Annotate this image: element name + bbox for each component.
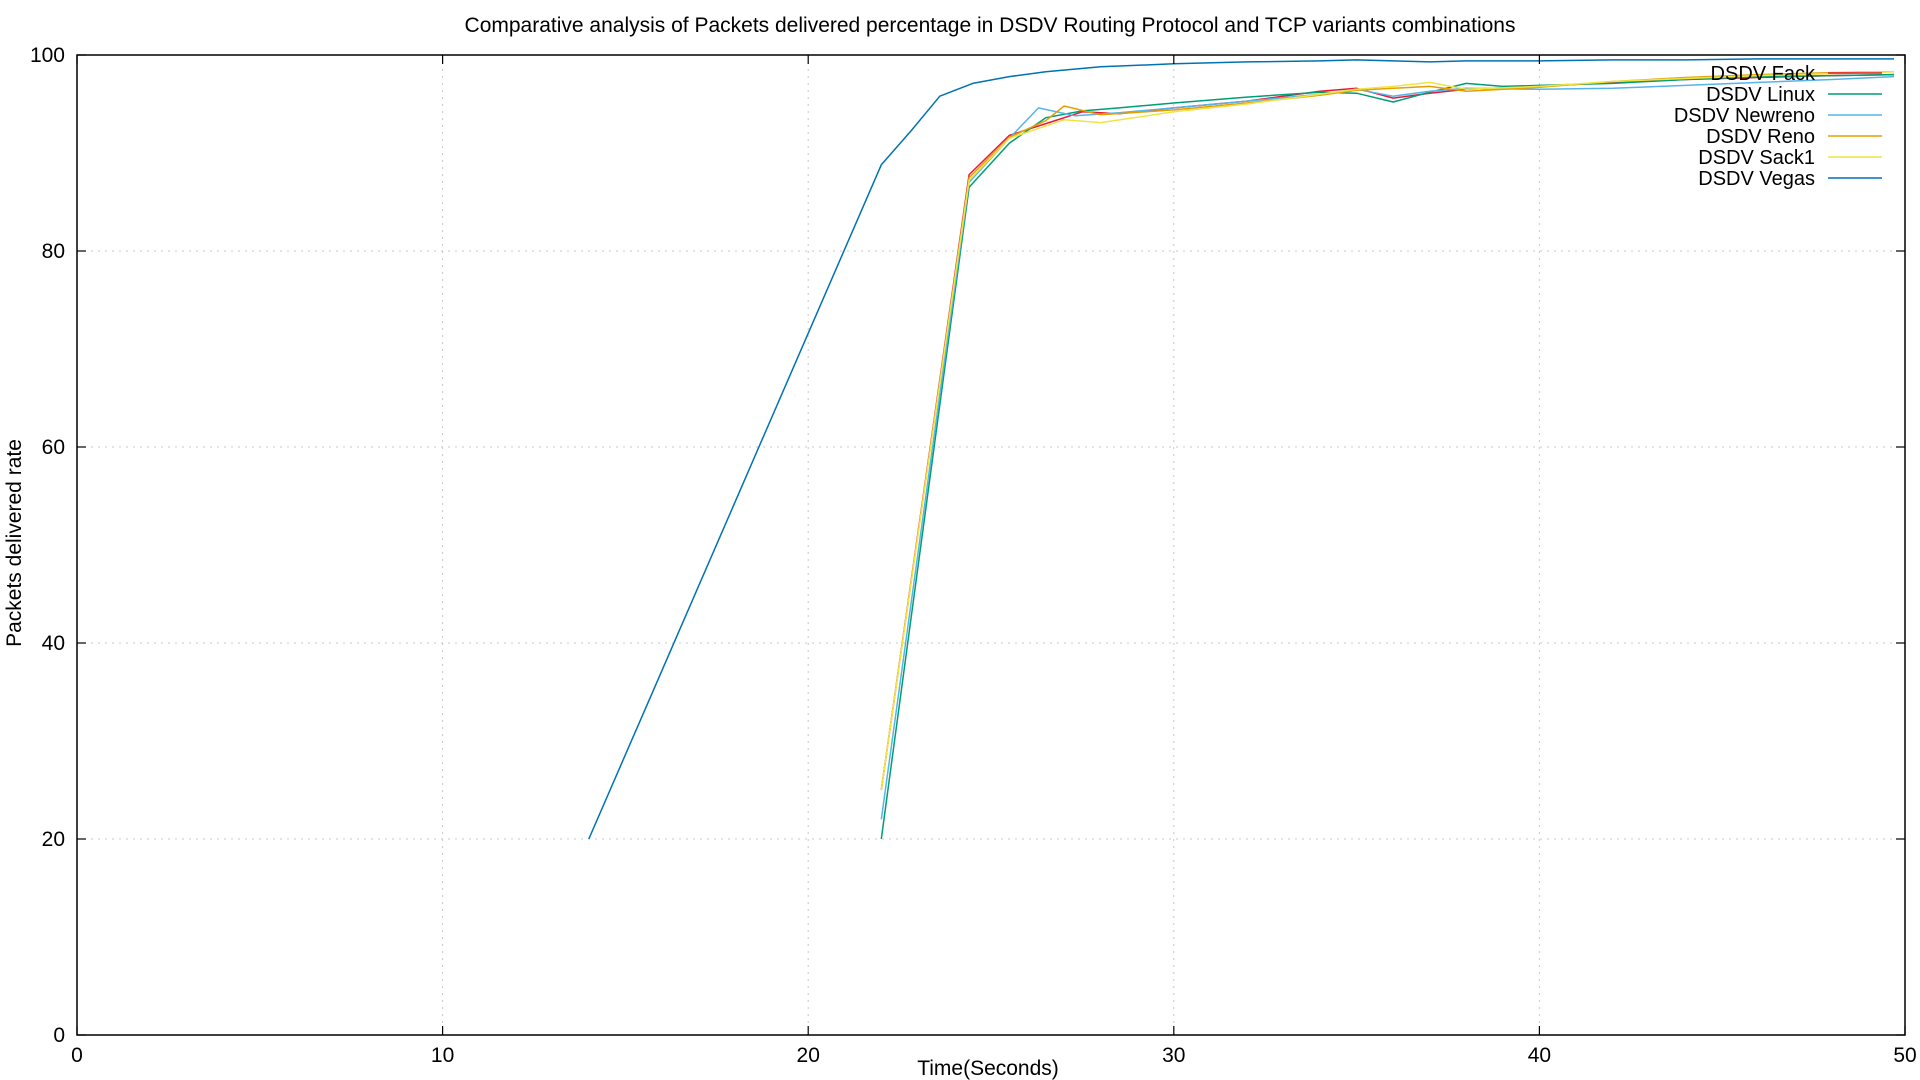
- series-lines: [588, 58, 1895, 840]
- legend-label: DSDV Vegas: [1698, 168, 1815, 190]
- x-tick-label: 0: [71, 1044, 83, 1067]
- y-tick-label: 80: [42, 240, 65, 263]
- series-line-dsdv-reno: [880, 70, 1895, 791]
- y-tick-label: 60: [42, 436, 65, 459]
- y-tick-label: 20: [42, 828, 65, 851]
- x-tick-label: 10: [431, 1044, 454, 1067]
- x-tick-label: 40: [1528, 1044, 1551, 1067]
- series-line-dsdv-sack1: [880, 70, 1895, 791]
- y-tick-label: 0: [53, 1024, 65, 1047]
- y-tick-label: 40: [42, 632, 65, 655]
- legend-label: DSDV Sack1: [1698, 147, 1815, 169]
- x-tick-label: 50: [1893, 1044, 1916, 1067]
- x-tick-label: 30: [1162, 1044, 1185, 1067]
- x-axis-title: Time(Seconds): [917, 1057, 1059, 1080]
- y-axis-title: Packets delivered rate: [3, 439, 26, 647]
- x-tick-label: 20: [797, 1044, 820, 1067]
- axis-ticks: 0 10 20 30 40 50 0 20 40 60 80 100: [30, 44, 1917, 1067]
- y-tick-label: 100: [30, 44, 65, 67]
- legend-label: DSDV Newreno: [1674, 105, 1815, 127]
- series-line-dsdv-vegas: [588, 58, 1894, 840]
- grid: [77, 55, 1905, 1035]
- plot-frame: [76, 54, 1906, 1036]
- legend-label: DSDV Reno: [1706, 126, 1815, 148]
- chart-title: Comparative analysis of Packets delivere…: [465, 14, 1516, 37]
- legend-label: DSDV Fack: [1711, 63, 1816, 85]
- legend-label: DSDV Linux: [1706, 84, 1815, 106]
